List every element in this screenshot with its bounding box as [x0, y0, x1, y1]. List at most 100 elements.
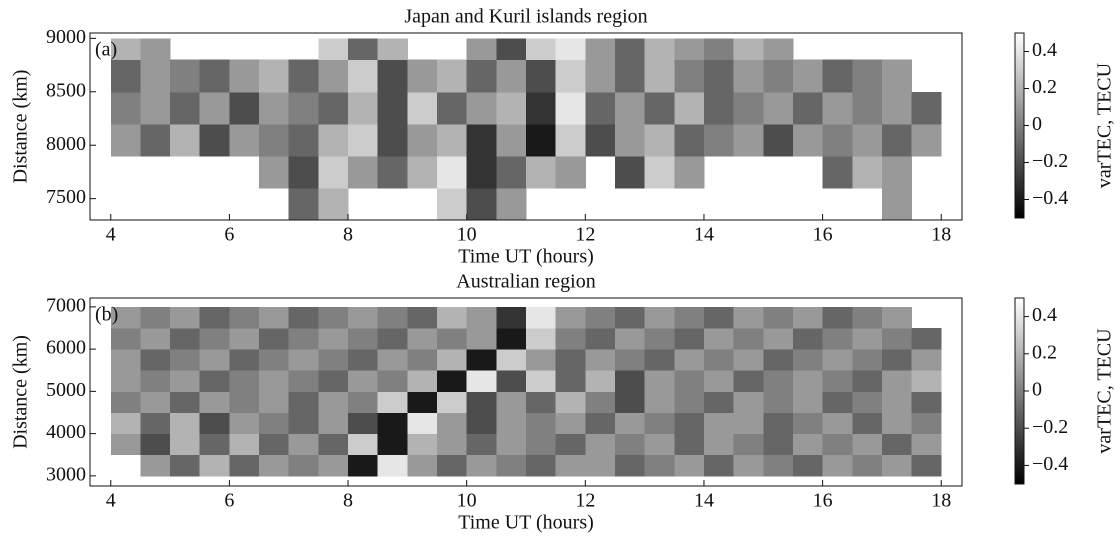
heatmap-cell	[644, 38, 675, 61]
heatmap-cell	[437, 349, 468, 371]
heatmap-cell	[199, 327, 230, 350]
heatmap-cell	[614, 370, 646, 392]
heatmap-cell	[199, 391, 230, 413]
heatmap-cell	[437, 91, 468, 125]
heatmap-cell	[703, 349, 735, 371]
heatmap-cell	[170, 370, 201, 392]
heatmap-cell	[614, 59, 646, 93]
x-tick-label: 8	[343, 490, 353, 512]
heatmap-cell	[585, 349, 616, 371]
heatmap-cell	[259, 327, 290, 350]
heatmap-cell	[555, 306, 586, 329]
heatmap-cell	[140, 370, 171, 392]
y-tick-label: 9000	[46, 26, 86, 48]
heatmap-cell	[911, 327, 942, 350]
heatmap-cell	[852, 412, 883, 435]
heatmap-cell	[377, 155, 408, 189]
heatmap-cell	[170, 412, 201, 435]
x-axis-label: Time UT (hours)	[458, 246, 594, 268]
heatmap-cell	[852, 391, 883, 413]
heatmap-cell	[377, 370, 408, 392]
y-axis-label: Distance (km)	[10, 335, 32, 449]
heatmap-cell	[377, 38, 408, 61]
heatmap-cell	[644, 370, 675, 392]
heatmap-cell	[674, 123, 705, 157]
heatmap-cell	[259, 91, 290, 125]
heatmap-cell	[674, 412, 705, 435]
heatmap-cell	[407, 91, 438, 125]
heatmap-cell	[852, 91, 883, 125]
heatmap-cell	[437, 370, 468, 392]
heatmap-cell	[733, 327, 764, 350]
heatmap-cell	[496, 391, 527, 413]
heatmap-cell	[259, 349, 290, 371]
heatmap-cell	[852, 123, 883, 157]
heatmap-cell	[792, 391, 824, 413]
heatmap-cell	[763, 433, 794, 456]
heatmap-cell	[585, 327, 616, 350]
heatmap-cell	[614, 38, 646, 61]
x-tick-label: 18	[931, 490, 951, 512]
heatmap-cell	[674, 370, 705, 392]
heatmap-cell	[466, 327, 497, 350]
heatmap-cell	[852, 370, 883, 392]
heatmap-cell	[763, 59, 794, 93]
heatmap-cell	[377, 391, 408, 413]
heatmap-cell	[703, 391, 735, 413]
colorbar-tick-label: −0.2	[1032, 416, 1068, 438]
heatmap-cell	[110, 433, 141, 456]
heatmap-cell	[911, 433, 942, 456]
heatmap-cell	[377, 123, 408, 157]
x-tick-label: 10	[457, 490, 477, 512]
heatmap-cell	[140, 123, 171, 157]
heatmap-cell	[822, 123, 853, 157]
heatmap-cell	[792, 59, 824, 93]
heatmap-cell	[496, 370, 527, 392]
heatmap-cell	[140, 306, 171, 329]
heatmap-cell	[733, 306, 764, 329]
y-tick-label: 5000	[46, 379, 86, 401]
heatmap-cell	[377, 412, 408, 435]
heatmap-cell	[318, 59, 349, 93]
heatmap-cell	[555, 91, 586, 125]
heatmap-cell	[496, 327, 527, 350]
heatmap-cell	[526, 370, 557, 392]
heatmap-cell	[466, 306, 497, 329]
heatmap-cell	[140, 59, 171, 93]
heatmap-cell	[110, 38, 141, 61]
heatmap-cell	[407, 412, 438, 435]
x-tick-label: 6	[224, 490, 234, 512]
heatmap-cell	[170, 454, 201, 477]
heatmap-cell	[555, 123, 586, 157]
heatmap-cell	[229, 454, 260, 477]
y-tick-label: 8500	[46, 79, 86, 101]
heatmap-cell	[792, 454, 824, 477]
heatmap-cell	[585, 391, 616, 413]
heatmap-cell	[170, 91, 201, 125]
heatmap-cell	[911, 412, 942, 435]
heatmap-cell	[496, 59, 527, 93]
heatmap-cell	[140, 433, 171, 456]
heatmap-cell	[288, 306, 319, 329]
colorbar-tick-label: 0.4	[1032, 39, 1057, 61]
heatmap-cell	[585, 306, 616, 329]
heatmap-cell	[674, 327, 705, 350]
heatmap-cell	[437, 433, 468, 456]
heatmap-cell	[526, 155, 557, 189]
heatmap-cell	[526, 391, 557, 413]
heatmap-cell	[377, 91, 408, 125]
heatmap-cell	[437, 412, 468, 435]
heatmap-cell	[140, 412, 171, 435]
heatmap-cell	[763, 454, 794, 477]
heatmap-cell	[881, 59, 913, 93]
heatmap-cell	[585, 370, 616, 392]
heatmap-cell	[259, 433, 290, 456]
heatmap-cell	[881, 187, 913, 221]
heatmap-cell	[229, 370, 260, 392]
heatmap-cell	[792, 433, 824, 456]
heatmap-cell	[229, 306, 260, 329]
heatmap-cell	[318, 187, 349, 221]
heatmap-cell	[199, 59, 230, 93]
heatmap-cell	[822, 391, 853, 413]
heatmap-cell	[199, 123, 230, 157]
